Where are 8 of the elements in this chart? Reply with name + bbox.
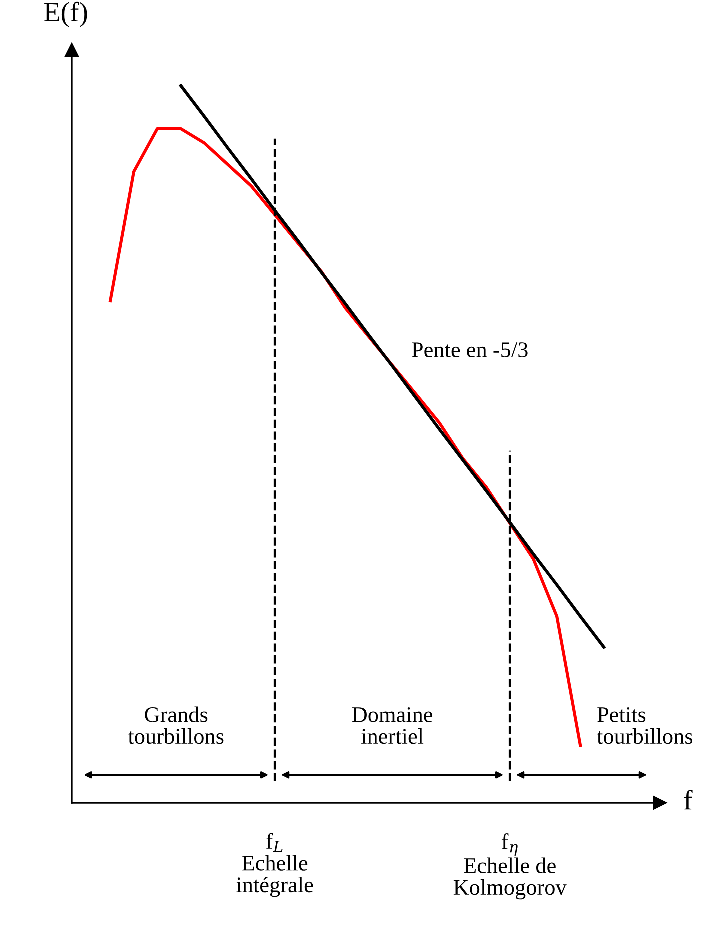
x-axis-title: f	[684, 790, 693, 810]
x-tick-label: f$_{η}$ Echelle de Kolmogorov	[454, 834, 567, 900]
annotation: Grands tourbillons	[128, 706, 224, 744]
y-axis-title: E(f)	[44, 2, 88, 28]
x-tick-label: f$_{L}$ Echelle intégrale	[236, 833, 314, 898]
annotation: Petits tourbillons	[597, 707, 693, 744]
annotation: Domaine inertiel	[352, 707, 433, 744]
annotation: Pente en -5/3	[412, 342, 528, 358]
